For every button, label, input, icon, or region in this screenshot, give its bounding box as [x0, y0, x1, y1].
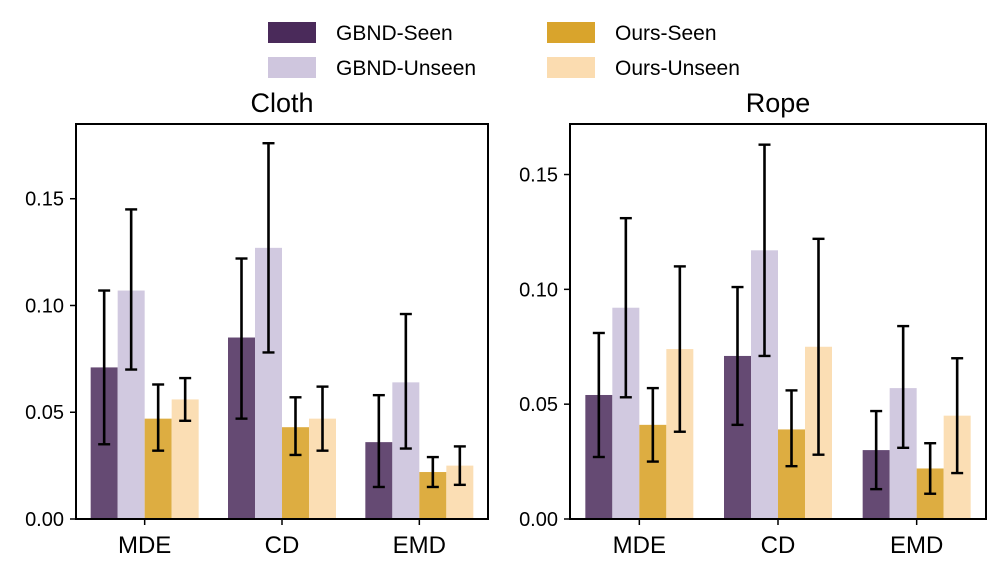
x-tick-label-mde: MDE — [118, 532, 171, 559]
legend-swatch-ours-seen — [547, 22, 595, 43]
y-tick-label-3: 0.15 — [519, 165, 558, 187]
x-tick-label-emd: EMD — [890, 532, 943, 559]
y-tick-label-1: 0.05 — [25, 402, 64, 424]
panel-title: Rope — [746, 88, 811, 118]
legend-label-gbnd-seen: GBND-Seen — [336, 22, 453, 45]
panel-title: Cloth — [250, 88, 313, 118]
plot-frame — [75, 123, 489, 520]
plot-frame — [569, 123, 987, 520]
x-tick-label-cd: CD — [761, 532, 796, 559]
legend-swatch-gbnd-seen — [268, 22, 316, 43]
panel-cloth: Cloth MDE CD EMD 0.00 0.05 0.10 0.15 — [25, 88, 489, 559]
legend-label-gbnd-unseen: GBND-Unseen — [336, 57, 476, 80]
y-tick-label-0: 0.00 — [25, 509, 64, 531]
y-tick-label-0: 0.00 — [519, 509, 558, 531]
y-tick-label-1: 0.05 — [519, 394, 558, 416]
x-tick-label-cd: CD — [265, 532, 300, 559]
y-tick-label-2: 0.10 — [25, 295, 64, 317]
panel-rope: Rope MDE CD EMD 0.00 0.05 0.10 0.15 — [519, 88, 987, 559]
legend-label-ours-seen: Ours-Seen — [615, 22, 717, 45]
legend-label-ours-unseen: Ours-Unseen — [615, 57, 740, 80]
legend-swatch-ours-unseen — [547, 57, 595, 78]
legend-swatch-gbnd-unseen — [268, 57, 316, 78]
y-tick-label-3: 0.15 — [25, 189, 64, 211]
x-tick-label-emd: EMD — [393, 532, 446, 559]
x-tick-label-mde: MDE — [613, 532, 666, 559]
y-tick-label-2: 0.10 — [519, 279, 558, 301]
legend: GBND-Seen GBND-Unseen Ours-Seen Ours-Unseen — [268, 22, 740, 80]
